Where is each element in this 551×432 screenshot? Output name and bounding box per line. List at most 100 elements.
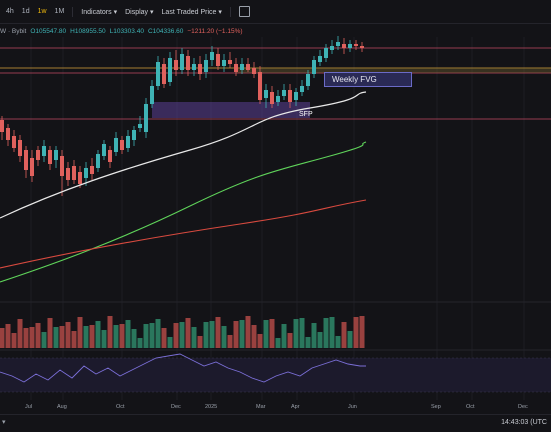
- candle: [162, 64, 166, 84]
- volume-bar: [0, 328, 5, 348]
- candle: [282, 90, 286, 96]
- volume-bar: [149, 323, 155, 348]
- weekly-fvg-label: Weekly FVG: [324, 72, 412, 87]
- volume-bar: [293, 319, 299, 348]
- ohlc-legend: W · Bybit O105547.80 H108955.50 L103303.…: [0, 25, 551, 37]
- candle: [240, 64, 244, 70]
- weekly-fvg-text: Weekly FVG: [332, 75, 377, 84]
- volume-bar: [281, 324, 287, 348]
- volume-bar: [89, 325, 95, 348]
- price-chart[interactable]: [0, 24, 551, 414]
- volume-bar: [107, 316, 113, 348]
- volume-bar: [305, 337, 311, 348]
- candle: [108, 150, 112, 162]
- candle: [210, 52, 214, 60]
- indicators-dropdown[interactable]: Indicators ▾: [81, 8, 118, 16]
- symbol-label: W · Bybit: [0, 27, 27, 35]
- volume-bar: [299, 318, 305, 348]
- time-axis-label: Sep: [431, 404, 441, 410]
- fvg-zone: [236, 68, 551, 73]
- volume-bar: [185, 318, 191, 348]
- volume-bar: [269, 319, 275, 348]
- candle: [66, 168, 70, 180]
- timeframe-4h[interactable]: 4h: [6, 8, 14, 15]
- moving-average-white: [0, 91, 367, 219]
- candle: [336, 42, 340, 46]
- candle: [60, 156, 64, 176]
- candle: [120, 140, 124, 150]
- volume-bar: [125, 320, 131, 348]
- time-axis-label: Dec: [518, 404, 528, 410]
- toolbar-divider: [229, 6, 231, 17]
- volume-bar: [221, 326, 227, 348]
- time-axis-label: 2025: [205, 404, 218, 410]
- candle: [318, 56, 322, 62]
- ohlc-high: H108955.50: [70, 27, 106, 35]
- time-axis-label: Jun: [348, 404, 357, 410]
- volume-bar: [155, 319, 161, 348]
- time-axis-label: Mar: [256, 404, 266, 410]
- volume-bar: [353, 317, 359, 348]
- chart-toolbar: 4h 1d 1w 1M Indicators ▾ Display ▾ Last …: [0, 0, 551, 24]
- volume-bar: [5, 324, 11, 348]
- volume-bar: [263, 320, 269, 348]
- candle: [96, 154, 100, 168]
- volume-bar: [233, 321, 239, 348]
- candle: [144, 104, 148, 132]
- candle: [246, 64, 250, 70]
- volume-bar: [359, 316, 365, 348]
- volume-bar: [161, 328, 167, 348]
- candle: [126, 136, 130, 148]
- timeframe-1M[interactable]: 1M: [54, 8, 65, 15]
- candle: [348, 44, 352, 48]
- candle: [42, 146, 46, 156]
- rsi-band: [0, 358, 551, 392]
- candle: [330, 46, 334, 50]
- candle: [312, 60, 316, 74]
- volume-bar: [65, 322, 71, 348]
- timeframe-1d[interactable]: 1d: [21, 8, 30, 15]
- candle: [192, 64, 196, 70]
- candle: [12, 136, 16, 148]
- candle: [54, 150, 58, 160]
- volume-bar: [323, 318, 329, 348]
- volume-bar: [47, 318, 53, 348]
- candle: [288, 90, 292, 102]
- time-axis-label: Apr: [291, 404, 300, 410]
- candle: [300, 86, 304, 92]
- candle: [342, 44, 346, 48]
- candle: [276, 96, 280, 102]
- toolbar-divider: [72, 6, 74, 17]
- volume-bar: [23, 328, 29, 348]
- chart-settings-icon[interactable]: [238, 6, 250, 17]
- price-type-dropdown[interactable]: Last Traded Price ▾: [161, 8, 222, 16]
- display-dropdown[interactable]: Display ▾: [125, 8, 154, 16]
- candle: [252, 68, 256, 74]
- candle: [36, 150, 40, 160]
- volume-bar: [191, 327, 197, 348]
- volume-bar: [239, 320, 245, 348]
- time-axis-label: Oct: [466, 404, 475, 410]
- ohlc-low: L103303.40: [109, 27, 144, 35]
- candle: [156, 62, 160, 86]
- volume-bar: [167, 337, 173, 348]
- volume-bar: [287, 333, 293, 348]
- volume-bar: [83, 326, 89, 348]
- candle: [222, 60, 226, 66]
- candle: [180, 54, 184, 70]
- timeframe-1w[interactable]: 1w: [37, 8, 47, 15]
- rsi-line: [0, 353, 366, 383]
- volume-bar: [179, 322, 185, 348]
- time-axis-label: Jul: [25, 404, 33, 410]
- candle: [84, 168, 88, 178]
- volume-bar: [341, 322, 347, 348]
- price-type-label: Last Traded Price: [161, 8, 217, 16]
- volume-bar: [53, 327, 59, 348]
- candle: [306, 74, 310, 86]
- candle: [360, 46, 364, 48]
- candle: [234, 64, 238, 72]
- volume-bar: [245, 316, 251, 348]
- chevron-down-icon[interactable]: ▾: [2, 419, 6, 426]
- ohlc-close: C104336.60: [147, 27, 184, 35]
- candle: [72, 166, 76, 180]
